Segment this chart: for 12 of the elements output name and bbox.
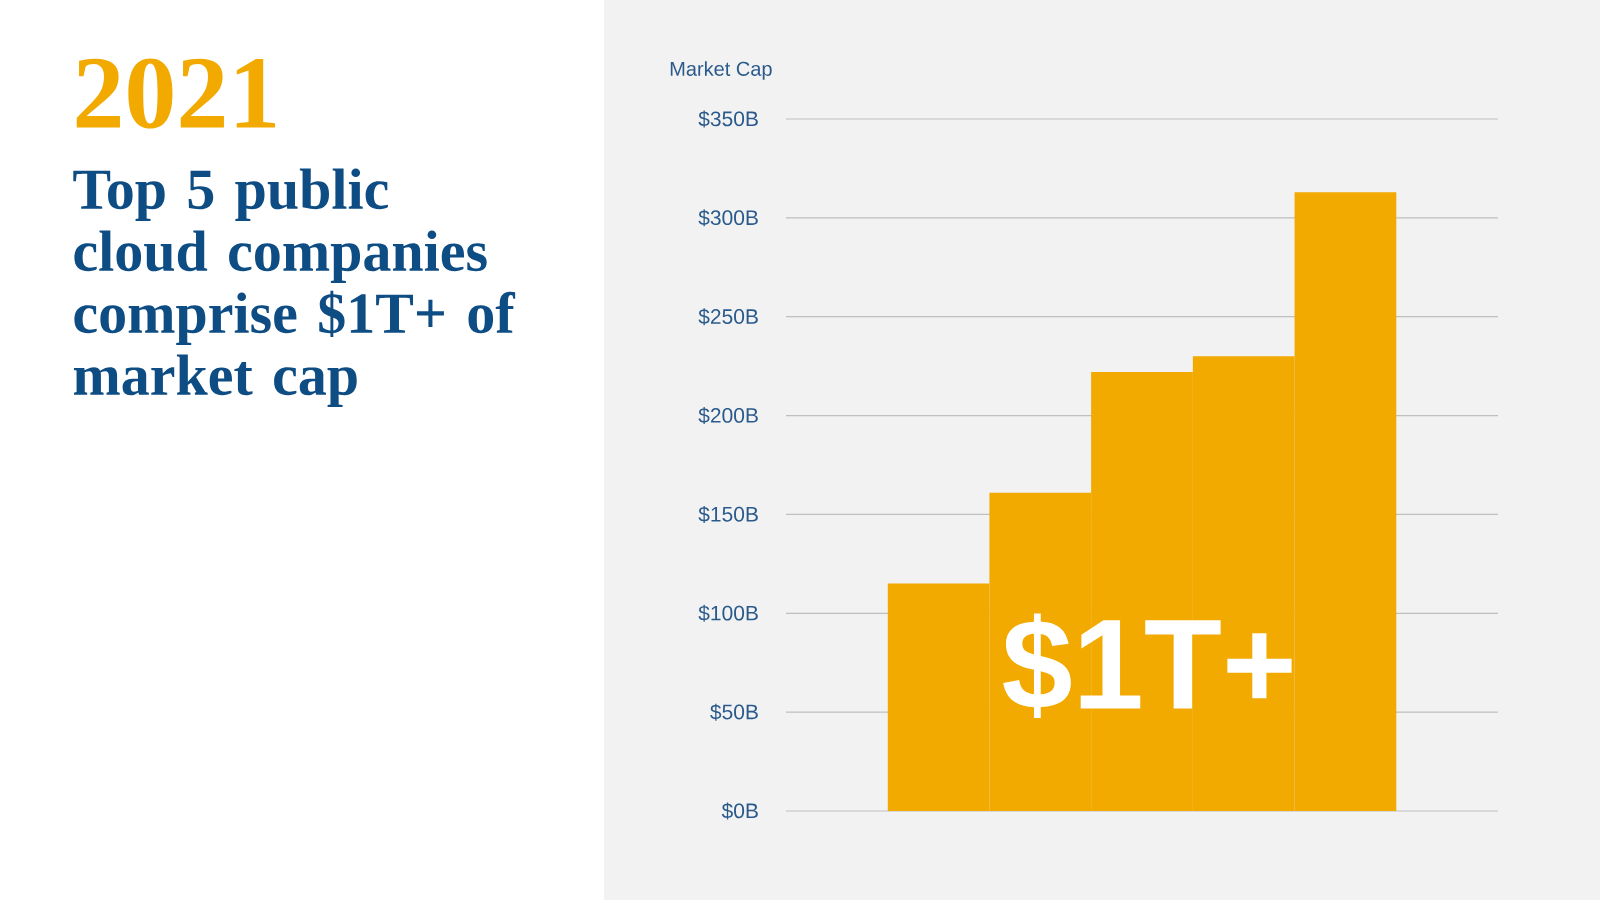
y-tick-label: $150B	[698, 505, 758, 523]
y-tick-label: $100B	[698, 604, 758, 622]
y-tick-label: $50B	[710, 703, 758, 721]
y-tick-label: $300B	[698, 209, 758, 227]
chart-title: 2021	[76, 58, 276, 129]
text: Top 5 public cloud companies comprise $1T+ of market cap	[73, 168, 516, 407]
y-tick-label: $350B	[698, 110, 758, 128]
y-tick-label: $250B	[698, 308, 758, 326]
y-tick-label: $200B	[698, 407, 758, 425]
y-axis-title: Market Cap	[670, 61, 772, 80]
annotation: $1T+	[1003, 613, 1292, 718]
y-tick-label: $0B	[721, 802, 758, 820]
